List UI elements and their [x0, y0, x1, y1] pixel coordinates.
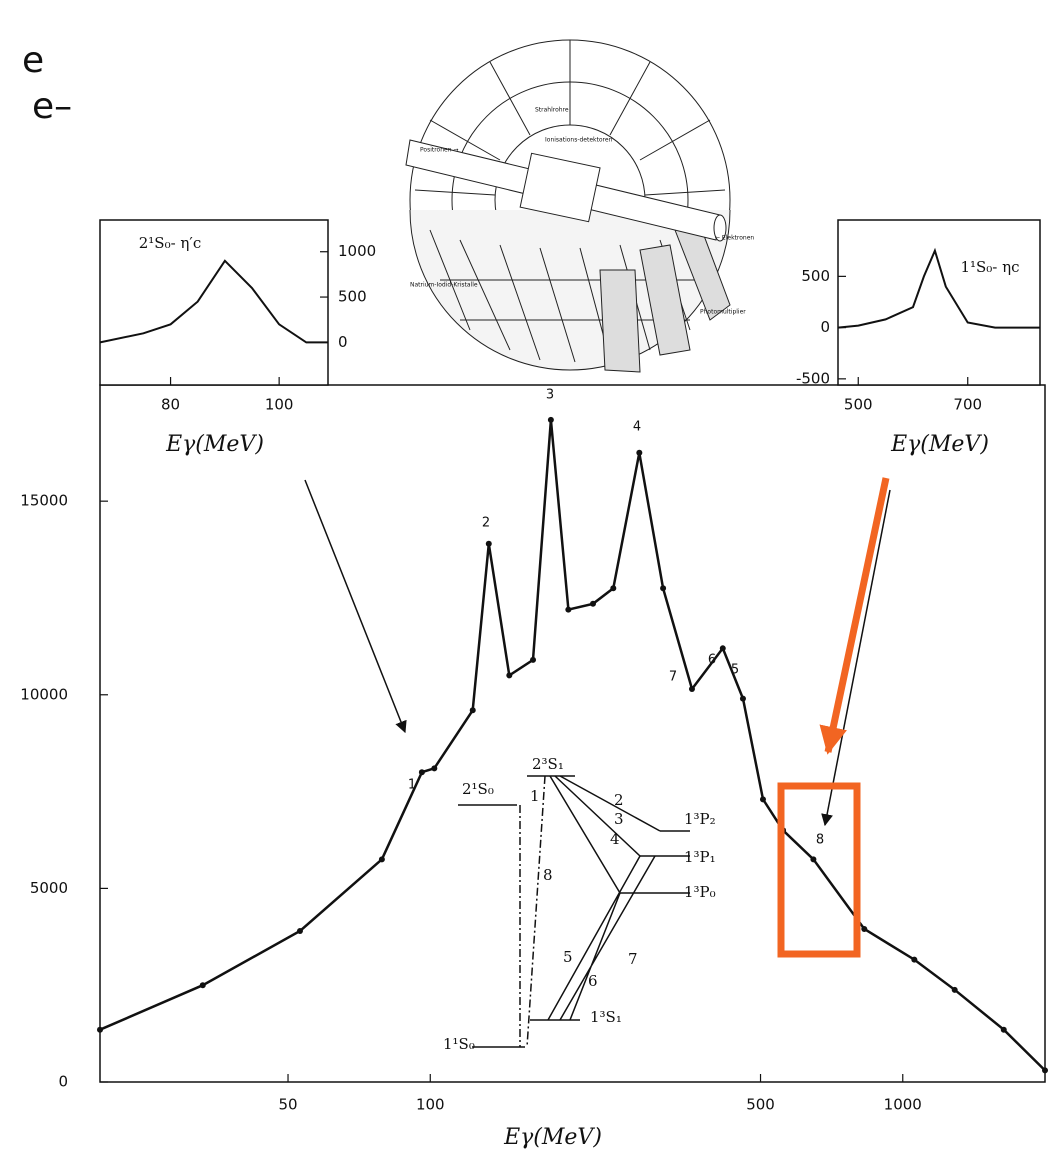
data-point [719, 645, 726, 652]
plot-frame [837, 219, 1041, 386]
y-tick-label: 0 [338, 333, 348, 351]
level-label: 1³S₁ [590, 1008, 622, 1026]
x-tick-label: 700 [953, 396, 982, 414]
data-point [911, 956, 918, 963]
transition-label: 5 [563, 948, 573, 966]
x-tick-label: 100 [265, 396, 294, 414]
data-point [759, 796, 766, 803]
data-point [469, 707, 476, 714]
data-point [951, 986, 958, 993]
data-point [610, 585, 617, 592]
level-label: 1³P₀ [684, 883, 716, 901]
transition-label: 2 [614, 791, 624, 809]
header-line: e [22, 40, 44, 81]
highlight-box [777, 782, 861, 958]
detector-label: Positronen → [420, 147, 458, 154]
peak-label: 1 [408, 778, 416, 793]
pointer-arrow [304, 479, 407, 734]
level-label: 2³S₁ [532, 755, 564, 773]
detector-label: Strahlrohre [535, 107, 569, 114]
x-tick-label: 500 [746, 1096, 775, 1114]
detector-label: Natrium-Iodid-Kristalle [410, 282, 478, 289]
peak-label: 7 [669, 670, 677, 685]
inset-title: 2¹S₀- η′c [139, 234, 201, 252]
y-tick-label: 15000 [20, 492, 68, 510]
detector-label: Ionisations-detektoren [545, 137, 613, 144]
detector-label: Photomultiplier [700, 309, 746, 316]
level-label: 2¹S₀ [462, 780, 494, 798]
transition-label: 4 [610, 830, 620, 848]
y-tick-label: 1000 [338, 242, 376, 260]
x-axis-label: Eγ(MeV) [503, 1125, 602, 1150]
data-point [636, 449, 643, 456]
data-point [97, 1026, 103, 1033]
x-tick-label: 500 [844, 396, 873, 414]
detector-drawing [405, 39, 731, 373]
transition-label: 7 [628, 950, 638, 968]
data-point [688, 685, 695, 692]
data-point [530, 656, 537, 663]
plot-frame [99, 219, 329, 386]
data-point [739, 695, 746, 702]
transition-label: 3 [614, 810, 624, 828]
data-point [506, 672, 513, 679]
peak-label: 6 [708, 653, 716, 668]
detector-label: ← Elektronen [715, 235, 754, 242]
data-point [418, 769, 425, 776]
data-line [837, 247, 1040, 329]
data-line [99, 419, 1046, 1072]
pointer-arrow [821, 489, 891, 827]
peak-label: 2 [482, 516, 490, 531]
peak-label: 8 [816, 833, 824, 848]
data-point [431, 765, 438, 772]
plot-frame [99, 384, 1046, 1083]
level-diagram [458, 775, 690, 1048]
peak-label: 4 [633, 420, 641, 435]
inset-title: 1¹S₀- ηc [960, 258, 1019, 276]
x-tick-label: 100 [416, 1096, 445, 1114]
transition-label: 1 [530, 787, 540, 805]
data-point [660, 585, 667, 592]
level-label: 1¹S₀ [443, 1035, 475, 1053]
y-tick-label: 0 [820, 318, 830, 336]
data-point [199, 982, 206, 989]
x-tick-label: 50 [278, 1096, 297, 1114]
level-label: 1³P₂ [684, 810, 716, 828]
data-point [810, 856, 817, 863]
y-tick-label: 5000 [30, 879, 68, 897]
data-point [296, 927, 303, 934]
y-tick-label: 0 [58, 1073, 68, 1091]
data-point [1042, 1067, 1048, 1074]
data-point [485, 540, 492, 547]
peak-label: 5 [731, 663, 739, 678]
transition-label: 6 [588, 972, 598, 990]
transition-label: 8 [543, 866, 553, 884]
data-point [589, 600, 596, 607]
y-tick-label: -500 [796, 369, 830, 387]
data-point [1000, 1026, 1007, 1033]
peak-label: 3 [546, 388, 554, 403]
x-axis-label: Eγ(MeV) [165, 432, 264, 457]
level-label: 1³P₁ [684, 848, 716, 866]
x-tick-label: 1000 [884, 1096, 922, 1114]
header-line: e– [32, 86, 72, 127]
x-axis-label: Eγ(MeV) [890, 432, 989, 457]
highlight-arrow [819, 477, 890, 755]
y-tick-label: 500 [801, 267, 830, 285]
data-line [99, 259, 328, 344]
data-point [378, 856, 385, 863]
y-tick-label: 500 [338, 288, 367, 306]
data-point [547, 416, 554, 423]
data-point [565, 606, 572, 613]
data-point [861, 926, 868, 933]
x-tick-label: 80 [161, 396, 180, 414]
y-tick-label: 10000 [20, 685, 68, 703]
